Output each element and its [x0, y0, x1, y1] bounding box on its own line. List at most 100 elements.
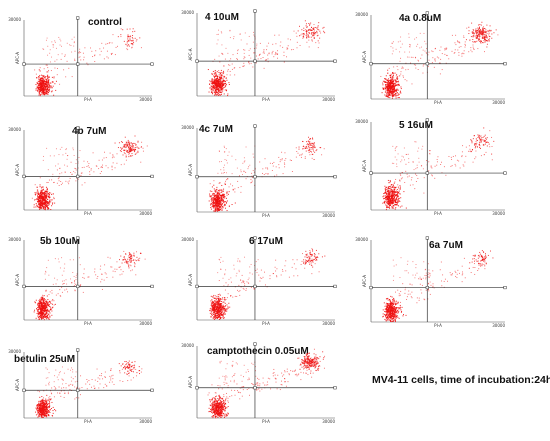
gate-handle	[333, 386, 337, 390]
gate-handle	[76, 236, 80, 240]
x-axis-label: PI-A	[262, 213, 270, 218]
y-axis-max-label: 30000	[181, 237, 194, 242]
panel-title: camptothecin 0.05uM	[207, 346, 309, 357]
gate-handle	[253, 284, 257, 288]
y-axis-max-label: 30000	[181, 10, 194, 15]
event-dots	[382, 127, 495, 211]
y-axis-max-label: 30000	[355, 237, 368, 242]
flow-panel: 4a 0.8uM APC-A PI-A 30000 30000	[355, 9, 513, 111]
panel-title: control	[88, 17, 122, 28]
gate-handle	[22, 62, 26, 66]
figure-footnote: MV4-11 cells, time of incubation:24h	[372, 374, 550, 386]
gate-handle	[253, 175, 257, 179]
gate-handle	[253, 342, 257, 346]
flow-panel: 4b 7uM APC-A PI-A 30000 30000	[8, 124, 160, 222]
flow-scatter: APC-A PI-A 30000 30000	[181, 9, 337, 102]
gate-handle	[195, 175, 199, 179]
y-axis-max-label: 30000	[8, 237, 21, 242]
event-dots	[207, 348, 326, 419]
y-axis-label: APC-A	[188, 376, 193, 388]
y-axis-label: APC-A	[188, 164, 193, 176]
flow-panel: 5b 10uM APC-A PI-A 30000 30000	[8, 234, 160, 332]
flow-scatter: APC-A PI-A 30000 30000	[8, 126, 154, 216]
panel-title: 6 17uM	[249, 236, 283, 247]
gate-handle	[253, 59, 257, 63]
gate-handle	[76, 348, 80, 352]
x-axis-max-label: 30000	[322, 321, 335, 326]
event-dots	[33, 250, 146, 321]
gate-handle	[333, 59, 337, 63]
flow-scatter: APC-A PI-A 30000 30000	[181, 124, 337, 218]
y-axis-max-label: 30000	[181, 343, 194, 348]
flow-scatter: APC-A PI-A 30000 30000	[181, 342, 337, 424]
gate-handle	[195, 59, 199, 63]
x-axis-label: PI-A	[434, 323, 442, 328]
flow-panel: 5 16uM APC-A PI-A 30000 30000	[355, 116, 513, 222]
event-dots	[31, 135, 148, 211]
x-axis-label: PI-A	[434, 100, 442, 105]
x-axis-max-label: 30000	[492, 323, 505, 328]
flow-scatter: APC-A PI-A 30000 30000	[355, 236, 507, 328]
gate-handle	[369, 171, 373, 175]
flow-scatter: APC-A PI-A 30000 30000	[8, 236, 154, 326]
panel-title: 5 16uM	[399, 120, 433, 131]
x-axis-max-label: 30000	[139, 419, 152, 424]
flow-panel: control APC-A PI-A 30000 30000	[8, 14, 160, 108]
y-axis-max-label: 30000	[8, 127, 21, 132]
y-axis-max-label: 30000	[355, 12, 368, 17]
gate-handle	[22, 174, 26, 178]
gate-handle	[425, 236, 429, 240]
gate-handle	[22, 388, 26, 392]
x-axis-label: PI-A	[84, 97, 92, 102]
flow-scatter: APC-A PI-A 30000 30000	[355, 11, 507, 105]
flow-scatter: APC-A PI-A 30000 30000	[181, 236, 337, 326]
gate-handle	[150, 174, 154, 178]
y-axis-label: APC-A	[188, 48, 193, 60]
gate-handle	[503, 286, 507, 290]
gate-handle	[76, 388, 80, 392]
x-axis-label: PI-A	[262, 321, 270, 326]
gate-handle	[195, 284, 199, 288]
gate-handle	[503, 171, 507, 175]
x-axis-label: PI-A	[84, 211, 92, 216]
gate-handle	[333, 284, 337, 288]
x-axis-label: PI-A	[262, 97, 270, 102]
gate-handle	[253, 236, 257, 240]
y-axis-label: APC-A	[188, 274, 193, 286]
y-axis-label: APC-A	[362, 51, 367, 63]
gate-handle	[150, 62, 154, 66]
gate-handle	[76, 62, 80, 66]
x-axis-label: PI-A	[84, 321, 92, 326]
gate-handle	[253, 9, 257, 13]
flow-panel: 4c 7uM APC-A PI-A 30000 30000	[181, 122, 343, 224]
y-axis-label: APC-A	[362, 160, 367, 172]
gate-handle	[425, 11, 429, 15]
gate-handle	[425, 286, 429, 290]
y-axis-max-label: 30000	[181, 125, 194, 130]
event-dots	[209, 248, 326, 320]
gate-handle	[425, 118, 429, 122]
gate-handle	[195, 386, 199, 390]
flow-panel: 6 17uM APC-A PI-A 30000 30000	[181, 234, 343, 332]
event-dots	[207, 20, 326, 97]
flow-scatter: APC-A PI-A 30000 30000	[8, 16, 154, 102]
flow-panel: betulin 25uM APC-A PI-A 30000 30000	[8, 346, 160, 430]
flow-scatter: APC-A PI-A 30000 30000	[8, 348, 154, 424]
panel-title: 6a 7uM	[429, 240, 463, 251]
event-dots	[380, 21, 499, 99]
gate-handle	[425, 171, 429, 175]
gate-handle	[333, 175, 337, 179]
y-axis-label: APC-A	[15, 379, 20, 391]
y-axis-max-label: 30000	[355, 119, 368, 124]
gate-handle	[369, 62, 373, 66]
gate-handle	[503, 62, 507, 66]
panel-title: 4 10uM	[205, 12, 239, 23]
flow-panel: 4 10uM APC-A PI-A 30000 30000	[181, 7, 343, 108]
gate-handle	[76, 284, 80, 288]
y-axis-label: APC-A	[362, 275, 367, 287]
event-dots	[34, 28, 142, 97]
panel-title: 4b 7uM	[72, 126, 107, 137]
gate-handle	[425, 62, 429, 66]
x-axis-max-label: 30000	[492, 100, 505, 105]
